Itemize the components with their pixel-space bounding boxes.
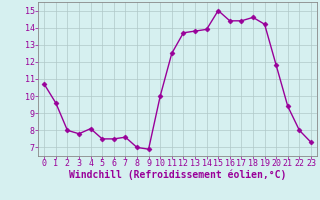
X-axis label: Windchill (Refroidissement éolien,°C): Windchill (Refroidissement éolien,°C) [69,170,286,180]
